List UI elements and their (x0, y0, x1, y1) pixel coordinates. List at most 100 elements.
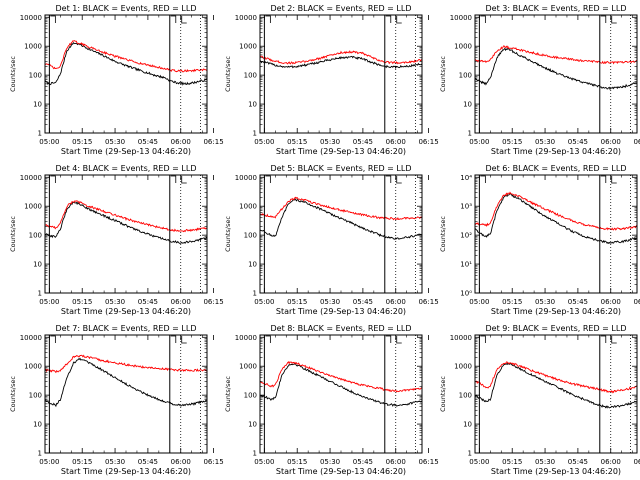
lld-series-line (260, 361, 422, 393)
y-tick-label: 10000 (235, 334, 257, 342)
events-series-line (45, 41, 207, 86)
marker-bracket (265, 175, 271, 183)
y-tick-label: 10 (463, 101, 472, 109)
x-tick-label: 06:00 (601, 458, 621, 466)
panel-title: Det 3: BLACK = Events, RED = LLD (486, 4, 627, 13)
x-tick-label: 05:45 (568, 458, 588, 466)
y-tick-label: 10000 (20, 14, 42, 22)
y-tick-label: 100 (244, 232, 257, 240)
panel-det-6: Det 6: BLACK = Events, RED = LLD 10⁰ 10¹ 10… (439, 164, 640, 316)
x-tick-label: 06:00 (171, 458, 191, 466)
x-axis-label: Start Time (29-Sep-13 04:46:20) (491, 147, 621, 156)
panel-det-3: Det 3: BLACK = Events, RED = LLD 1 10 100 10… (439, 4, 640, 156)
x-tick-label: 05:15 (287, 458, 307, 466)
marker-bracket (50, 15, 56, 23)
plot-frame (259, 334, 423, 454)
x-tick-label: 05:45 (568, 298, 588, 306)
x-tick-label: 05:30 (105, 138, 125, 146)
marker-bracket (396, 176, 402, 184)
y-tick-label: 1000 (239, 43, 257, 51)
marker-bracket (50, 175, 56, 183)
plot-frame (44, 14, 208, 134)
x-tick-label: 05:45 (138, 458, 158, 466)
lld-series-line (45, 200, 207, 233)
y-axis-label: Counts/sec (439, 376, 447, 412)
panel-det-4: Det 4: BLACK = Events, RED = LLD 1 10 100 10… (9, 164, 224, 316)
y-tick-label: 1000 (239, 363, 257, 371)
marker-bracket (385, 335, 392, 343)
plot-frame (259, 174, 423, 294)
y-tick-label: 1 (253, 450, 257, 458)
x-tick-label: 06:00 (171, 138, 191, 146)
marker-bracket (170, 175, 177, 183)
y-tick-label: 10² (460, 232, 472, 240)
panel-det-7: Det 7: BLACK = Events, RED = LLD 1 10 100 10… (9, 324, 224, 476)
x-tick-label: 06:15 (418, 458, 438, 466)
x-tick-label: 05:45 (353, 298, 373, 306)
marker-bracket (181, 176, 187, 184)
marker-bracket (480, 175, 486, 183)
x-tick-label: 06:15 (203, 298, 223, 306)
y-axis-label: Counts/sec (439, 56, 447, 92)
y-tick-label: 1000 (24, 43, 42, 51)
lld-series-line (45, 40, 207, 73)
events-series-line (260, 197, 422, 241)
y-tick-label: 10³ (460, 203, 472, 211)
panel-det-9: Det 9: BLACK = Events, RED = LLD 1 10 100 10… (439, 324, 640, 476)
x-tick-label: 06:00 (386, 298, 406, 306)
marker-bracket (181, 336, 187, 344)
marker-bracket (396, 16, 402, 24)
x-tick-label: 06:15 (418, 138, 438, 146)
lld-series-line (475, 361, 637, 394)
y-tick-label: 100 (244, 72, 257, 80)
plot-frame (474, 174, 638, 294)
y-tick-label: 10 (33, 421, 42, 429)
x-tick-label: 05:00 (39, 138, 59, 146)
y-tick-label: 10000 (235, 174, 257, 182)
panel-title: Det 7: BLACK = Events, RED = LLD (56, 324, 197, 333)
x-tick-label: 06:15 (203, 138, 223, 146)
x-tick-label: 05:15 (502, 458, 522, 466)
events-series-line (475, 192, 637, 245)
y-axis-label: Counts/sec (9, 56, 17, 92)
y-tick-label: 1 (468, 450, 472, 458)
x-tick-label: 06:00 (601, 138, 621, 146)
marker-bracket (611, 176, 617, 184)
panel-title: Det 1: BLACK = Events, RED = LLD (56, 4, 197, 13)
lld-series-line (260, 196, 422, 221)
marker-bracket (385, 15, 392, 23)
panel-det-1: Det 1: BLACK = Events, RED = LLD 1 10 100 10… (9, 4, 224, 156)
panel-title: Det 2: BLACK = Events, RED = LLD (271, 4, 412, 13)
plot-frame (44, 174, 208, 294)
x-tick-label: 05:45 (138, 138, 158, 146)
x-axis-label: Start Time (29-Sep-13 04:46:20) (276, 307, 406, 316)
events-series-line (45, 357, 207, 408)
x-tick-label: 06:15 (633, 138, 640, 146)
y-tick-label: 10000 (235, 14, 257, 22)
x-tick-label: 05:30 (535, 298, 555, 306)
x-tick-label: 06:15 (418, 298, 438, 306)
x-axis-label: Start Time (29-Sep-13 04:46:20) (61, 467, 191, 476)
marker-bracket (600, 15, 607, 23)
x-axis-label: Start Time (29-Sep-13 04:46:20) (276, 467, 406, 476)
x-tick-label: 06:00 (171, 298, 191, 306)
y-tick-label: 10 (463, 421, 472, 429)
y-axis-label: Counts/sec (224, 376, 232, 412)
y-tick-label: 1 (468, 130, 472, 138)
y-tick-label: 10 (33, 261, 42, 269)
x-tick-label: 05:00 (254, 458, 274, 466)
plot-frame (44, 334, 208, 454)
panel-title: Det 4: BLACK = Events, RED = LLD (56, 164, 197, 173)
x-tick-label: 05:00 (254, 138, 274, 146)
x-tick-label: 05:30 (105, 458, 125, 466)
y-tick-label: 10¹ (460, 261, 472, 269)
x-tick-label: 05:45 (138, 298, 158, 306)
panel-det-2: Det 2: BLACK = Events, RED = LLD 1 10 100 10… (224, 4, 439, 156)
x-tick-label: 05:30 (105, 298, 125, 306)
x-axis-label: Start Time (29-Sep-13 04:46:20) (491, 307, 621, 316)
x-tick-label: 05:30 (535, 458, 555, 466)
y-tick-label: 1000 (239, 203, 257, 211)
y-tick-label: 100 (459, 392, 472, 400)
panel-det-5: Det 5: BLACK = Events, RED = LLD 1 10 100 10… (224, 164, 439, 316)
y-tick-label: 10000 (450, 14, 472, 22)
